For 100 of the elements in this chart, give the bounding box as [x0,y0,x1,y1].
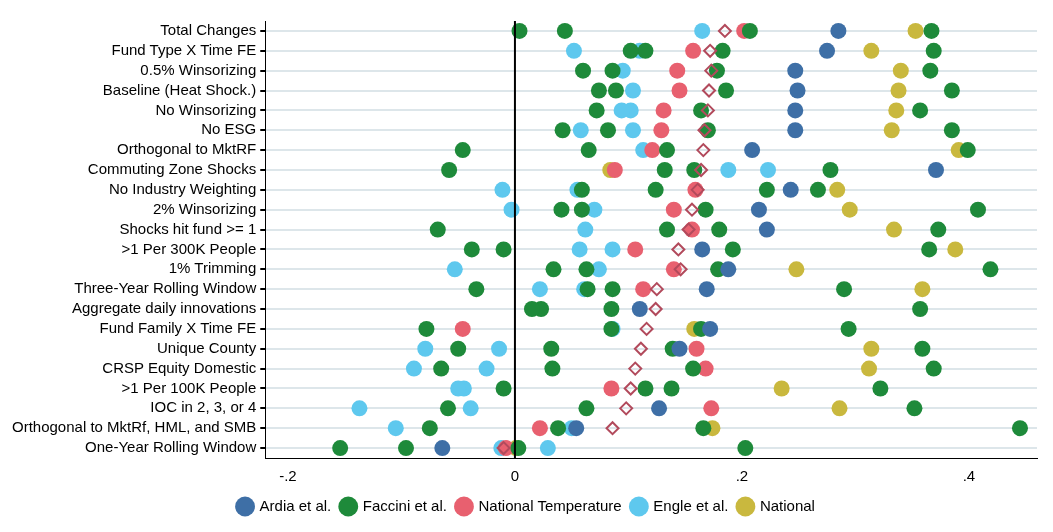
legend-label: Ardia et al. [259,496,332,514]
point [495,241,512,258]
point [694,162,709,177]
point [863,42,880,59]
point [930,221,947,238]
point [494,181,511,198]
point [840,320,857,337]
point [892,62,909,79]
y-tick-label: Three-Year Rolling Window [74,279,257,297]
point [758,181,775,198]
point [656,161,673,178]
point [495,380,512,397]
point [556,22,573,39]
point [649,282,664,297]
point [697,201,714,218]
point [577,221,594,238]
point [600,122,617,139]
y-tick-label: Orthogonal to MktRf, HML, and SMB [12,418,257,436]
point [688,340,705,357]
point [405,360,422,377]
point [531,420,548,437]
point [906,400,923,417]
point [912,102,929,119]
point [663,380,680,397]
y-tick-label: Shocks hit fund >= 1 [119,219,257,237]
point [580,142,597,159]
point [714,42,731,59]
point [332,440,349,457]
point [872,380,889,397]
point [553,201,570,218]
point [397,440,414,457]
point [789,82,806,99]
point [568,420,585,437]
y-tick-label: >1 Per 100K People [121,378,257,396]
point [704,63,719,78]
point [923,22,940,39]
point [637,380,654,397]
x-tick-label: .4 [962,467,976,485]
point [462,400,479,417]
point [685,42,702,59]
point [607,82,624,99]
point [450,340,467,357]
point [627,241,644,258]
point [639,321,654,336]
point [697,123,712,138]
point [829,181,846,198]
point [673,262,688,277]
point [720,161,737,178]
x-tick-label: -.2 [279,467,297,485]
point [468,281,485,298]
point [888,102,905,119]
point [681,222,696,237]
point [434,440,451,457]
legend-label: National Temperature [478,496,622,514]
point [959,142,976,159]
point [605,421,620,436]
point [622,42,639,59]
point [550,420,567,437]
point [685,360,702,377]
point [439,400,456,417]
point [702,83,717,98]
point [822,161,839,178]
point [841,201,858,218]
point [575,62,592,79]
point [631,301,648,318]
point [943,82,960,99]
point [454,320,471,337]
point [758,221,775,238]
point [588,102,605,119]
point [694,22,711,39]
legend-label: Faccini et al. [362,496,447,514]
point [565,42,582,59]
point [760,161,777,178]
point [969,201,986,218]
point [787,102,804,119]
y-tick-label: Fund Type X Time FE [111,40,257,58]
point [655,102,672,119]
point [573,201,590,218]
point [886,221,902,238]
point [720,261,737,278]
point [446,261,463,278]
point [700,103,715,118]
point [573,181,590,198]
point [717,23,732,38]
point [635,281,652,298]
point [1011,420,1028,437]
y-tick-label: 0.5% Winsorizing [140,60,257,78]
point [694,241,711,258]
point [491,340,508,357]
point [669,62,686,79]
point [671,242,686,257]
point [788,261,805,278]
point [604,281,621,298]
point [696,143,711,158]
point [418,320,435,337]
y-tick-label: No ESG [201,120,257,138]
point [454,142,471,159]
point [861,360,878,377]
point [651,400,668,417]
point [603,301,620,318]
